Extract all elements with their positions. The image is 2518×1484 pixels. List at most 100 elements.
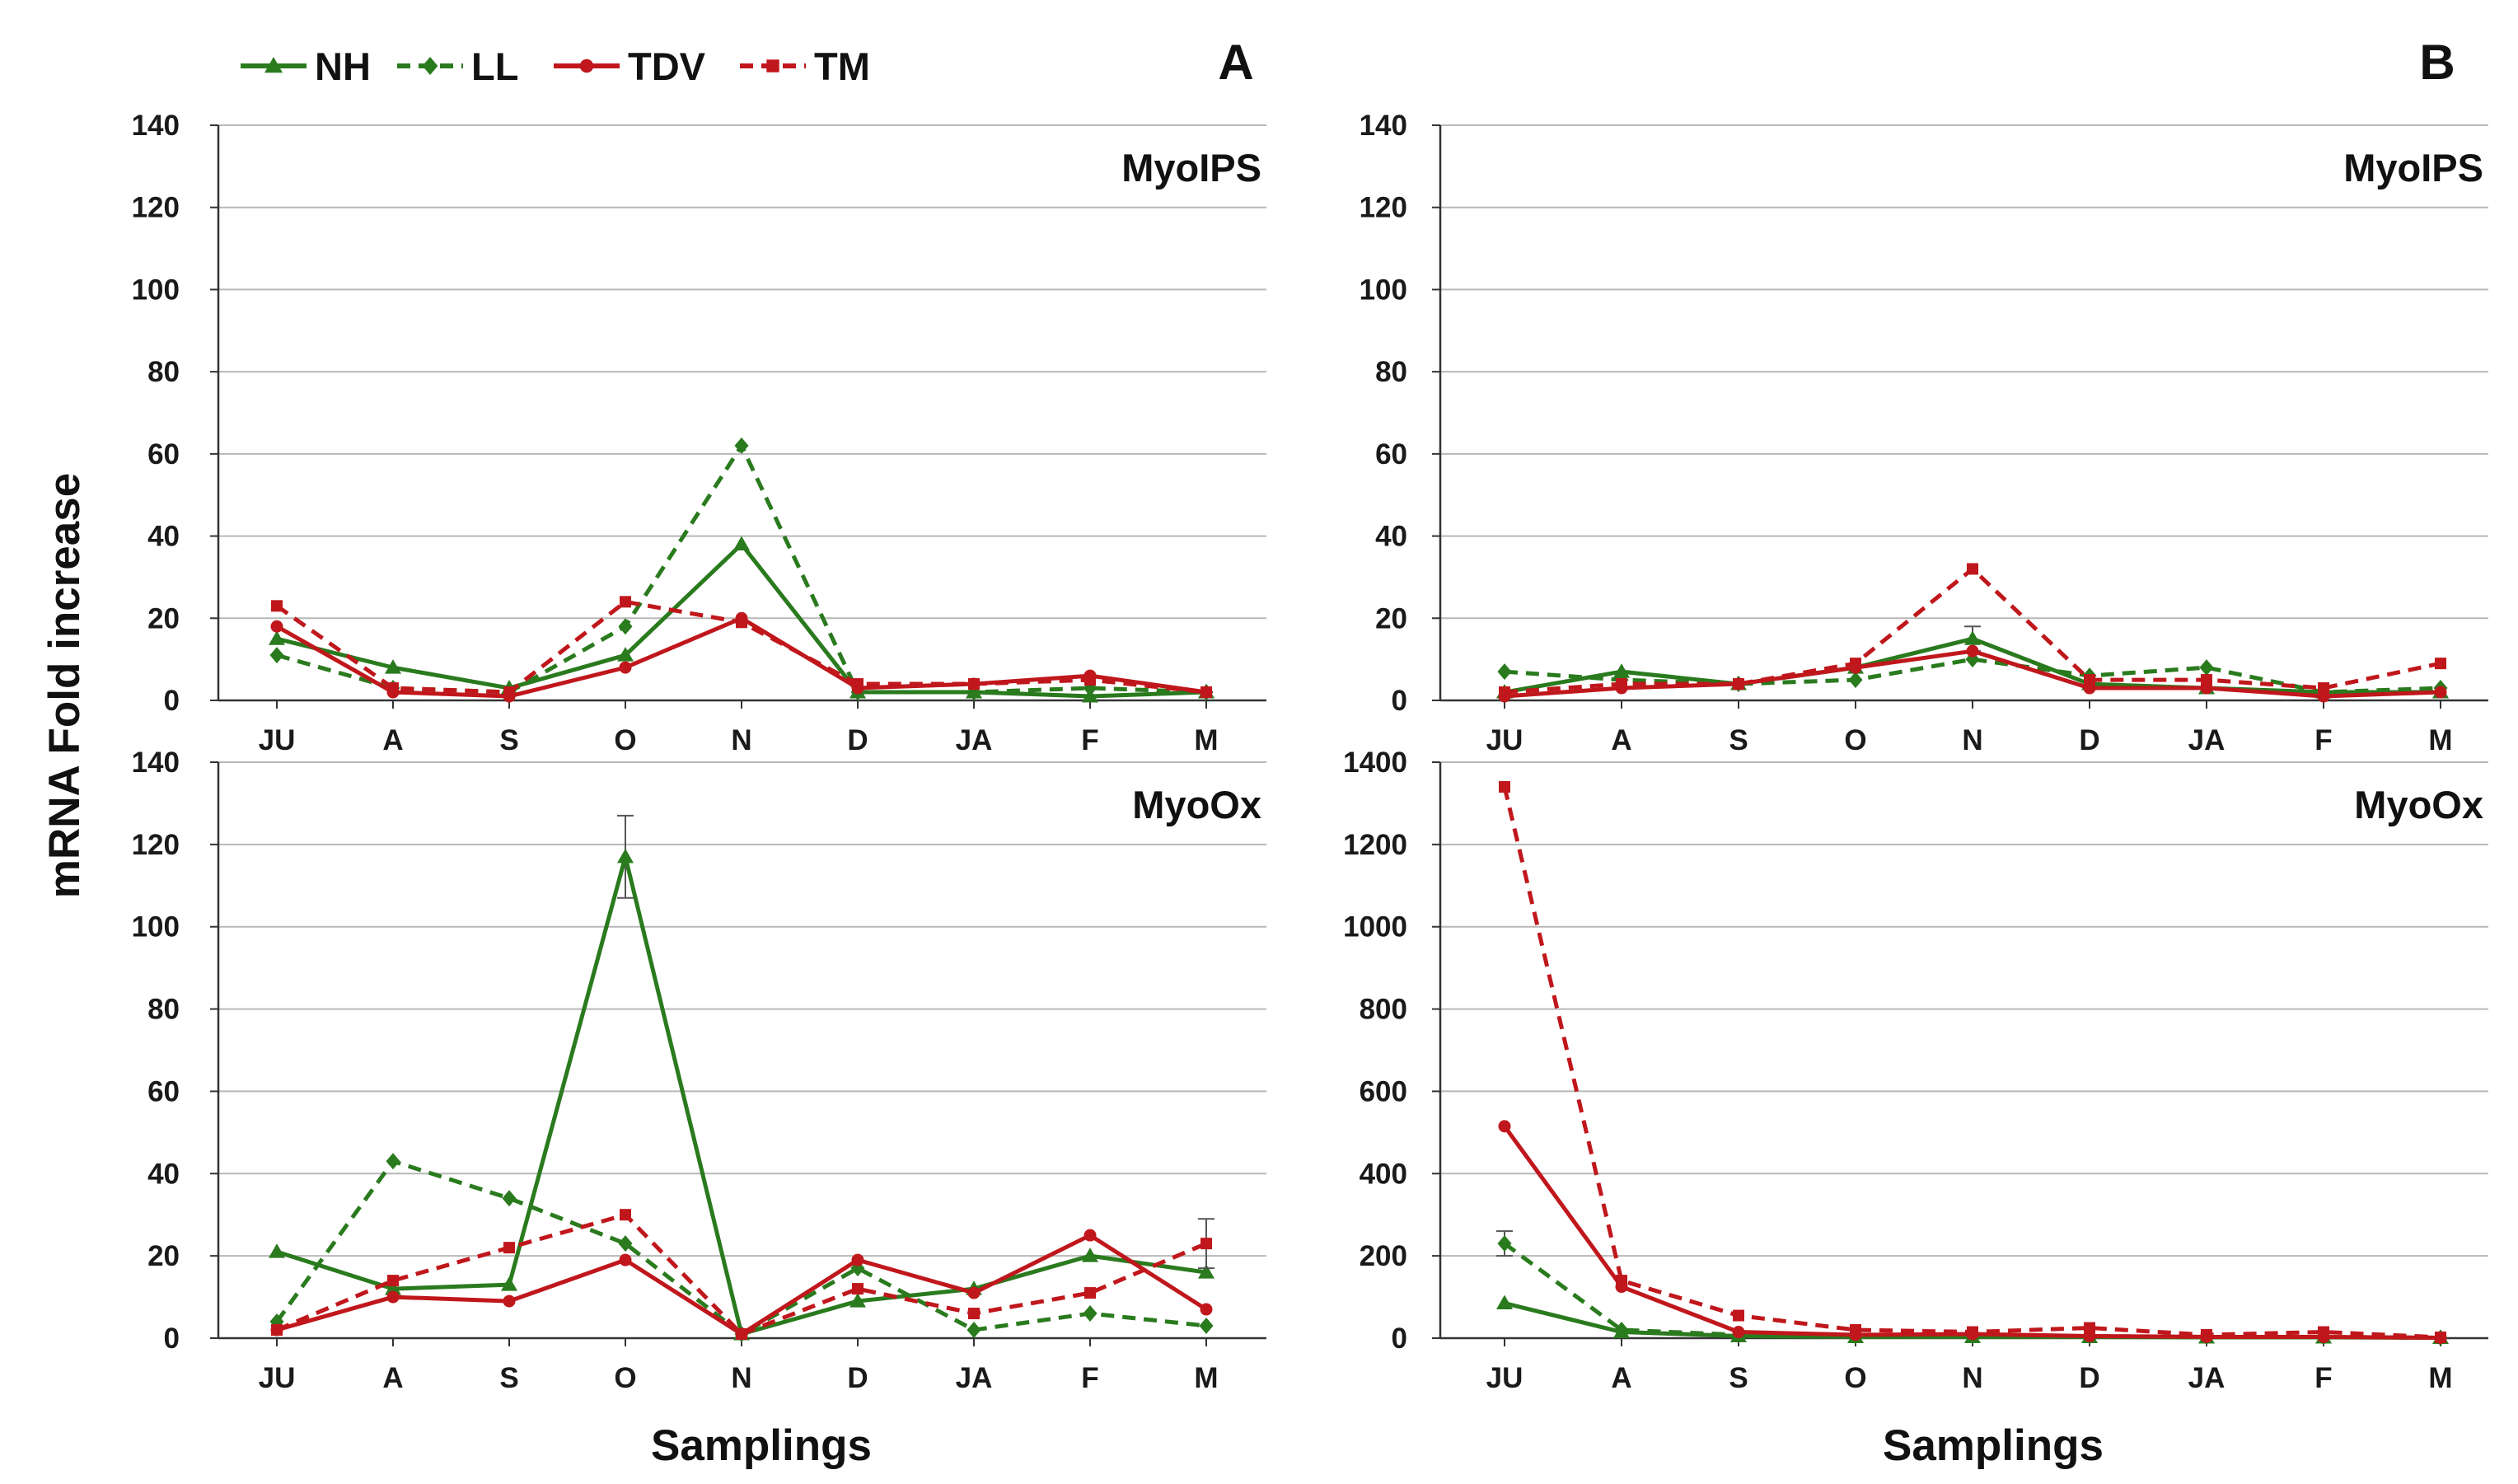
p0-point-tm-m [1200, 686, 1212, 699]
p1-point-tm-m [1200, 1238, 1212, 1250]
p2-point-tm-o [1850, 658, 1861, 670]
legend-marker-shape-ll [422, 57, 438, 75]
legend-label-nh: NH [315, 44, 371, 88]
p1-point-ll-m [1199, 1318, 1214, 1335]
p1-line-nh [276, 854, 1207, 1337]
p2-x-tick-label-f: F [2314, 724, 2332, 756]
p1-point-ll-ja [966, 1322, 981, 1339]
p3-series-tdv [1498, 1120, 2447, 1345]
p3-point-tm-f [2318, 1326, 2329, 1338]
p1-line-ll [274, 1159, 1207, 1337]
p2-point-tdv-m [2434, 686, 2447, 699]
p0-x-tick-label-s: S [499, 724, 518, 756]
p1-point-tm-ja [968, 1308, 980, 1320]
p1-point-ll-f [1083, 1305, 1098, 1322]
p1-y-tick-label-60: 60 [147, 1075, 180, 1107]
p3-x-tick-label-f: F [2314, 1362, 2332, 1394]
p3-point-tm-s [1733, 1309, 1744, 1322]
p1-series-nh [269, 814, 1215, 1341]
p3-point-tm-d [2084, 1322, 2095, 1334]
p1-x-tick-label-ju: JU [259, 1362, 296, 1394]
legend-marker-shape-nh [264, 57, 283, 73]
p1-line-tdv [276, 1233, 1208, 1337]
p2-y-tick-label-80: 80 [1375, 356, 1407, 388]
p3-point-ll-ju [1497, 1235, 1512, 1252]
p3-line-ll [1503, 1242, 2441, 1341]
legend-marker-nh [264, 57, 283, 73]
p2-point-ll-ja [2199, 659, 2214, 676]
p1-point-nh-f [1082, 1248, 1098, 1262]
p2-point-tm-s [1733, 678, 1744, 691]
p3-series-tm [1499, 780, 2446, 1344]
p2-x-tick-label-o: O [1844, 724, 1866, 756]
p3-point-tm-n [1967, 1326, 1978, 1338]
p0-point-tm-ju [271, 600, 283, 612]
p1-point-nh-a [385, 1280, 401, 1295]
p0-x-tick-label-m: M [1194, 724, 1218, 756]
p2-y-tick-label-60: 60 [1375, 438, 1407, 470]
p1-x-tick-label-ja: JA [956, 1362, 993, 1394]
p0-point-tm-s [503, 686, 515, 699]
p0-line-tdv [275, 616, 1207, 699]
legend-marker-ll [422, 57, 438, 75]
p1-y-tick-label-140: 140 [132, 747, 180, 779]
p2-point-ll-o [1848, 672, 1863, 689]
p0-point-tdv-ju [270, 620, 283, 633]
p0-point-nh-ju [269, 630, 285, 645]
legend-label-tdv: TDV [628, 44, 706, 88]
p1-point-nh-o [617, 848, 634, 864]
p0-y-tick-label-60: 60 [147, 438, 180, 470]
legend-marker-tdv [579, 59, 594, 73]
p3-y-tick-label-200: 200 [1360, 1240, 1407, 1272]
y-axis-label: mRNA Fold increase [40, 473, 89, 898]
p1-x-tick-label-d: D [847, 1362, 868, 1394]
p1-point-tm-d [852, 1283, 864, 1295]
p2-point-nh-a [1613, 663, 1630, 678]
p2-point-tm-m [2435, 658, 2446, 670]
p1-x-tick-label-s: S [499, 1362, 518, 1394]
p1-point-tm-a [387, 1275, 399, 1287]
p0-point-ll-o [618, 618, 633, 635]
p2-point-nh-n [1964, 630, 1981, 645]
legend-marker-shape-tdv [579, 59, 594, 73]
p3-y-tick-label-0: 0 [1392, 1322, 1407, 1355]
legend-marker-shape-tm [766, 59, 779, 73]
p3-x-tick-label-m: M [2428, 1362, 2452, 1394]
p2-gene-label: MyoIPS [2343, 146, 2483, 190]
p0-point-ll-ju [269, 647, 284, 664]
p3-point-ll-a [1614, 1322, 1629, 1339]
p0-x-tick-label-d: D [847, 724, 868, 756]
p1-point-tm-o [620, 1209, 631, 1221]
p1-point-tdv-s [503, 1294, 516, 1308]
panel-label-b: B [2419, 35, 2455, 90]
p2-x-tick-label-n: N [1962, 724, 1982, 756]
p3-y-tick-label-800: 800 [1360, 994, 1407, 1026]
p0-point-tm-d [852, 678, 864, 691]
x-axis-label-a: Samplings [651, 1421, 872, 1470]
p0-point-tm-ja [968, 678, 980, 691]
p2-point-tm-ja [2201, 674, 2212, 686]
panel-label-a: A [1218, 35, 1253, 90]
p1-x-tick-label-a: A [382, 1362, 403, 1394]
p1-series-ll [269, 1153, 1214, 1343]
p3-point-tm-ju [1499, 780, 1510, 793]
p2-x-tick-label-ju: JU [1486, 724, 1523, 756]
p0-point-tm-o [620, 596, 631, 608]
p1-x-tick-label-o: O [614, 1362, 636, 1394]
p0-x-tick-label-n: N [731, 724, 751, 756]
p3-y-tick-label-1200: 1200 [1343, 829, 1407, 861]
p1-point-ll-o [618, 1235, 633, 1252]
p2-y-tick-label-20: 20 [1375, 602, 1407, 634]
p3-x-tick-label-ja: JA [2188, 1362, 2225, 1394]
p2-x-tick-label-d: D [2079, 724, 2099, 756]
p2-y-tick-label-140: 140 [1360, 110, 1407, 142]
p0-point-tm-f [1084, 674, 1096, 686]
p0-y-tick-label-140: 140 [132, 110, 180, 142]
p2-y-tick-label-0: 0 [1392, 685, 1407, 717]
p0-line-ll [276, 443, 1207, 695]
p0-point-tdv-o [619, 661, 632, 674]
p1-point-tdv-a [386, 1290, 400, 1304]
p3-gene-label: MyoOx [2354, 783, 2483, 826]
p2-y-tick-label-100: 100 [1360, 274, 1407, 306]
